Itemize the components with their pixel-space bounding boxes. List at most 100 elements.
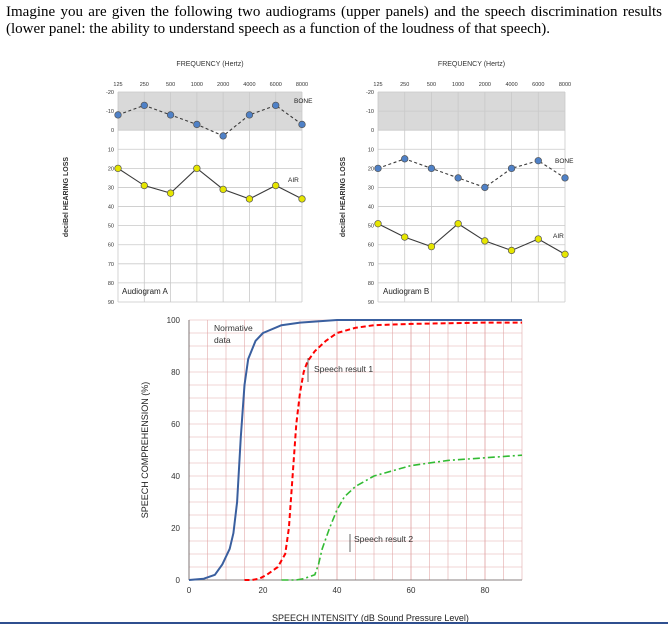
data-point-bone	[507, 164, 516, 173]
x-tick-label: 20	[259, 586, 268, 595]
data-point-bone	[534, 157, 542, 165]
series-label-air: AIR	[288, 177, 299, 184]
x-tick-label: 80	[481, 586, 490, 595]
x-tick-label: 4000	[505, 82, 517, 88]
audiogram-b-chart: 125 250 500 1000 2000 4000 6000 8000 -20 -10 0 10 20…	[340, 61, 574, 306]
y-tick-label: 70	[108, 262, 114, 268]
x-tick-label: 500	[427, 82, 436, 88]
series-line-bone	[377, 158, 566, 189]
y-axis-label: deciBel HEARING LOSS	[63, 157, 70, 237]
y-tick-label: 60	[368, 243, 374, 249]
data-point-bone	[219, 132, 227, 140]
annotation-speech2: Speech result 2	[354, 534, 413, 544]
data-point-air	[193, 164, 201, 173]
data-point-bone	[166, 111, 175, 119]
y-tick-label: 20	[108, 166, 114, 172]
data-point-bone	[114, 111, 122, 119]
x-tick-label: 6000	[532, 82, 544, 88]
data-point-bone	[454, 174, 462, 182]
x-tick-label: 250	[140, 82, 149, 88]
annotation-normative-line2: data	[214, 335, 231, 345]
x-tick-label: 0	[187, 586, 192, 595]
data-point-air	[272, 181, 280, 190]
audiogram-title: Audiogram A	[122, 287, 168, 296]
y-tick-label: 30	[108, 185, 114, 191]
audiogram-a-chart: 125 250 500 1000 2000 4000 6000 8000 -20 -10 0 10 20…	[63, 61, 313, 306]
x-tick-label: 8000	[296, 82, 308, 88]
series-line-air	[117, 167, 303, 200]
x-tick-label: 2000	[479, 82, 491, 88]
data-point-bone	[401, 155, 409, 163]
y-tick-label: 70	[368, 262, 374, 268]
y-tick-label: 0	[371, 128, 374, 134]
x-tick-label: 60	[407, 586, 416, 595]
curve-normative	[188, 319, 522, 581]
data-point-air	[454, 220, 462, 228]
data-point-air	[219, 185, 227, 194]
data-point-air	[245, 195, 254, 203]
y-tick-label: 20	[368, 166, 374, 172]
y-tick-label: 100	[167, 316, 181, 325]
data-point-bone	[481, 183, 489, 192]
y-tick-label: 60	[108, 243, 114, 249]
data-point-air	[166, 189, 175, 197]
data-point-air	[114, 164, 122, 173]
x-tick-label: 40	[333, 586, 342, 595]
x-tick-label: 125	[373, 82, 382, 88]
y-tick-label: 80	[108, 281, 114, 287]
data-point-air	[561, 250, 569, 258]
data-point-bone	[561, 174, 569, 182]
data-point-bone	[245, 111, 254, 119]
y-tick-label: 0	[111, 128, 114, 134]
series-label-bone: BONE	[294, 98, 313, 105]
y-tick-label: 50	[368, 224, 374, 230]
audiogram-title: Audiogram B	[383, 287, 429, 296]
data-point-air	[374, 220, 382, 228]
x-axis-label: SPEECH INTENSITY (dB Sound Pressure Leve…	[272, 613, 469, 622]
data-point-air	[534, 235, 542, 243]
y-tick-label: 90	[108, 300, 114, 306]
y-tick-label: 30	[368, 185, 374, 191]
data-point-bone	[298, 120, 306, 129]
bottom-divider	[0, 622, 668, 624]
series-label-air: AIR	[553, 233, 564, 240]
x-tick-label: 2000	[217, 82, 229, 88]
y-tick-label: 40	[171, 472, 180, 481]
data-point-bone	[193, 120, 201, 129]
frequency-axis-label: FREQUENCY (Hertz)	[176, 61, 243, 68]
curve-speech-result-1	[244, 321, 522, 581]
y-tick-label: 80	[368, 281, 374, 287]
y-tick-label: -20	[106, 90, 114, 96]
data-point-bone	[427, 164, 436, 173]
series-label-bone: BONE	[555, 158, 574, 165]
data-point-air	[401, 233, 409, 241]
x-tick-label: 6000	[270, 82, 282, 88]
data-point-bone	[140, 101, 148, 110]
data-point-air	[140, 181, 148, 190]
y-tick-label: -20	[366, 90, 374, 96]
y-tick-label: 0	[176, 576, 181, 585]
intro-paragraph: Imagine you are given the following two …	[6, 4, 662, 37]
x-tick-label: 250	[400, 82, 409, 88]
data-point-air	[298, 195, 306, 203]
annotation-speech1: Speech result 1	[314, 364, 373, 374]
y-tick-label: 50	[108, 224, 114, 230]
y-tick-label: 90	[368, 300, 374, 306]
y-tick-label: 60	[171, 420, 180, 429]
x-tick-label: 8000	[559, 82, 571, 88]
x-tick-label: 125	[113, 82, 122, 88]
annotation-normative: Normative data	[214, 323, 253, 345]
y-tick-label: 80	[171, 368, 180, 377]
x-tick-label: 1000	[191, 82, 203, 88]
y-tick-label: 40	[368, 205, 374, 211]
x-tick-label: 4000	[243, 82, 255, 88]
y-tick-label: 20	[171, 524, 180, 533]
y-tick-label: 10	[368, 147, 374, 153]
y-tick-label: 40	[108, 205, 114, 211]
data-point-bone	[272, 101, 280, 110]
x-tick-label: 1000	[452, 82, 464, 88]
y-tick-label: -10	[366, 109, 374, 115]
series-line-air	[377, 223, 566, 255]
y-tick-label: -10	[106, 109, 114, 115]
x-tick-label: 500	[166, 82, 175, 88]
